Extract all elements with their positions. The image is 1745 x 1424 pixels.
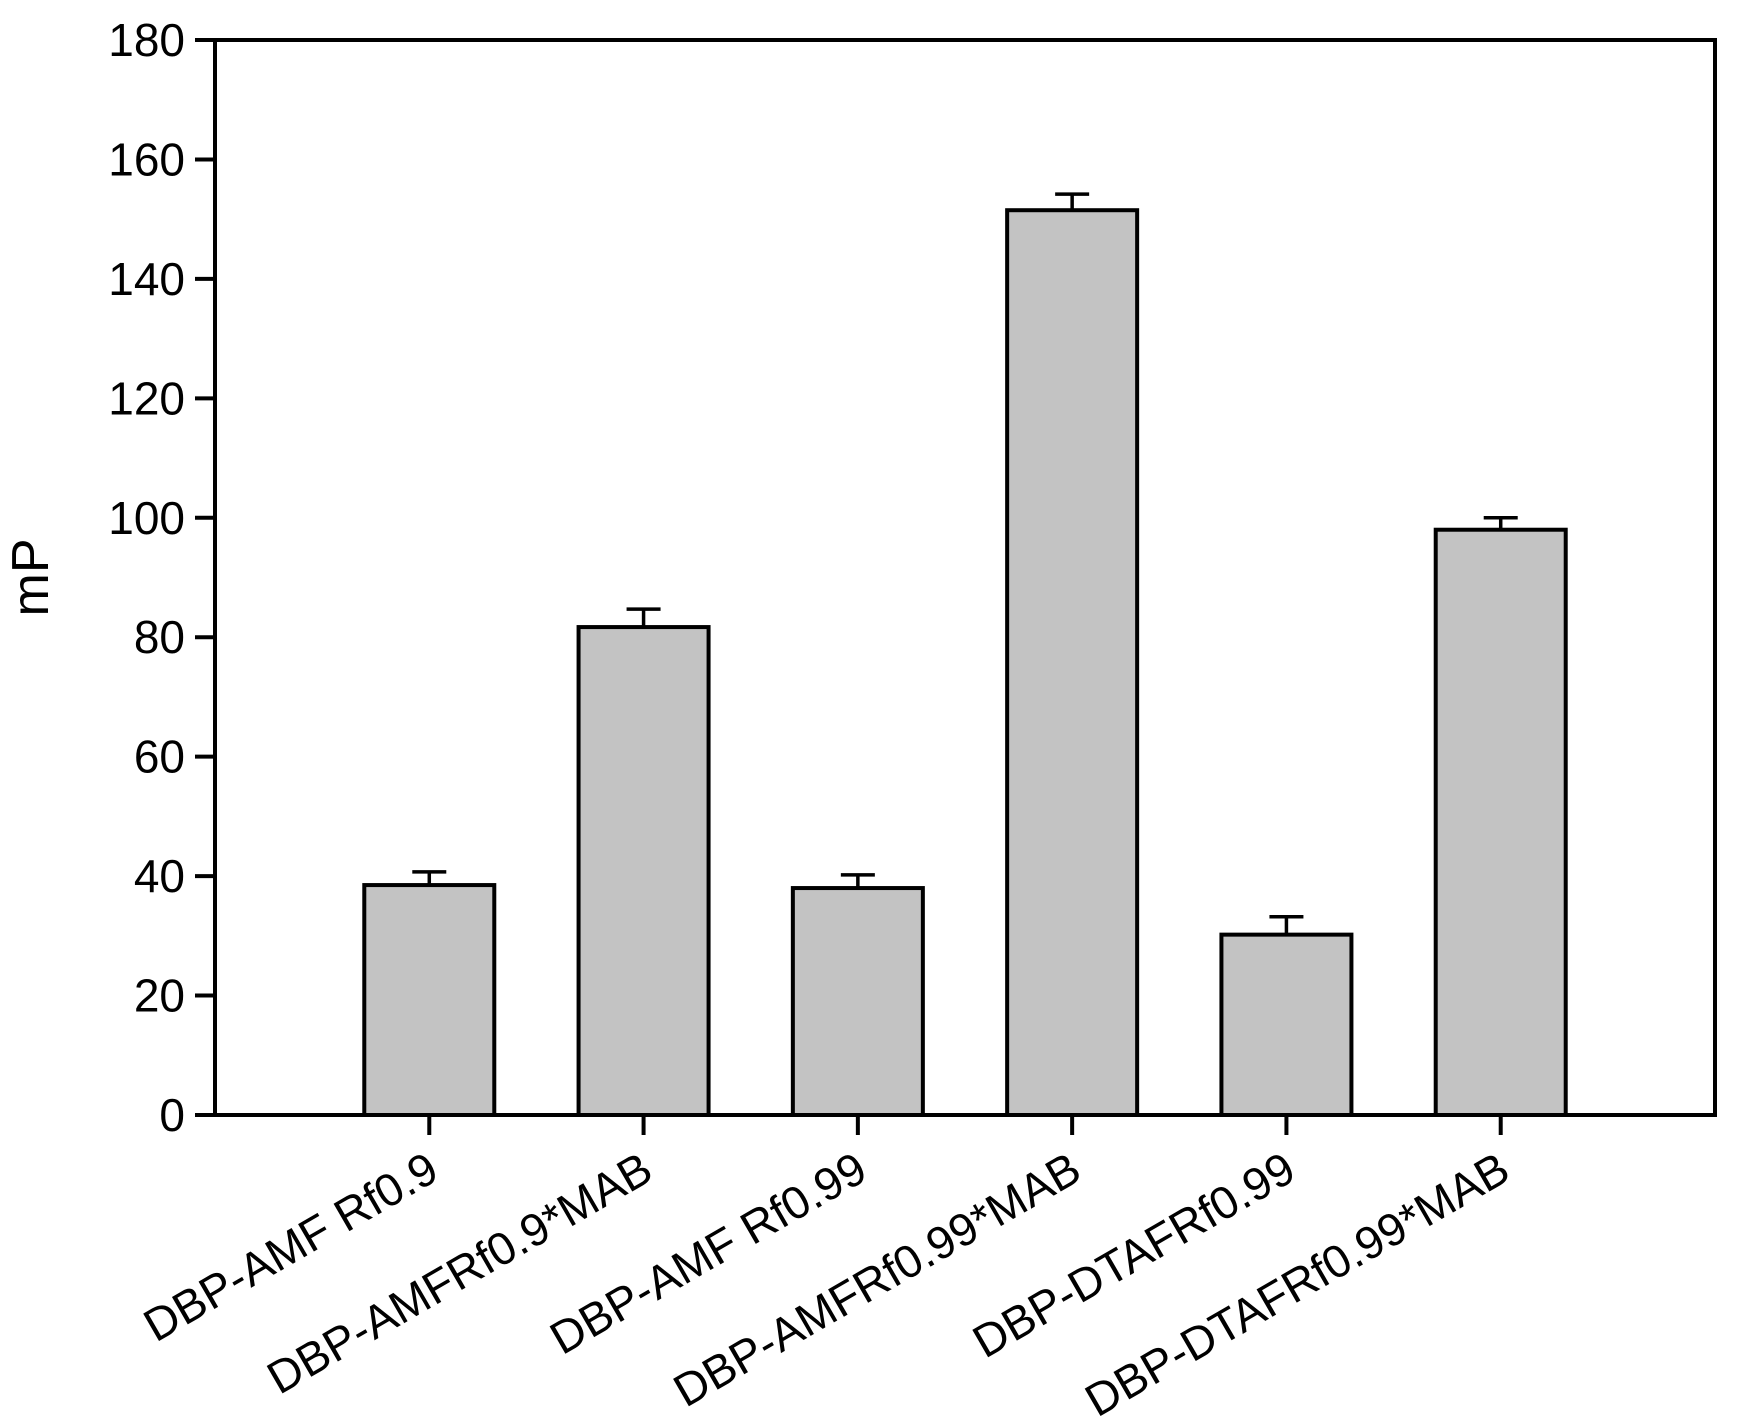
y-tick-label: 40 (134, 850, 185, 902)
y-tick-label: 100 (108, 492, 185, 544)
bar (1433, 527, 1568, 1117)
y-tick-label: 180 (108, 14, 185, 66)
bar (362, 883, 497, 1118)
plot-frame (213, 38, 1717, 1117)
x-tick-label: DBP-AMFRf0.9*MAB (258, 1142, 660, 1404)
bar (1219, 932, 1354, 1118)
y-tick-label: 120 (108, 372, 185, 424)
x-tick-label: DBP-AMFRf0.99*MAB (665, 1142, 1089, 1417)
bar (576, 625, 711, 1117)
bar (1005, 208, 1140, 1118)
y-tick-label: 20 (134, 970, 185, 1022)
y-tick-label: 160 (108, 133, 185, 185)
bar (790, 886, 925, 1117)
y-tick-label: 140 (108, 253, 185, 305)
y-tick-label: 0 (159, 1089, 185, 1141)
y-tick-label: 80 (134, 611, 185, 663)
y-axis-title: mP (2, 539, 60, 617)
y-tick-label: 60 (134, 731, 185, 783)
